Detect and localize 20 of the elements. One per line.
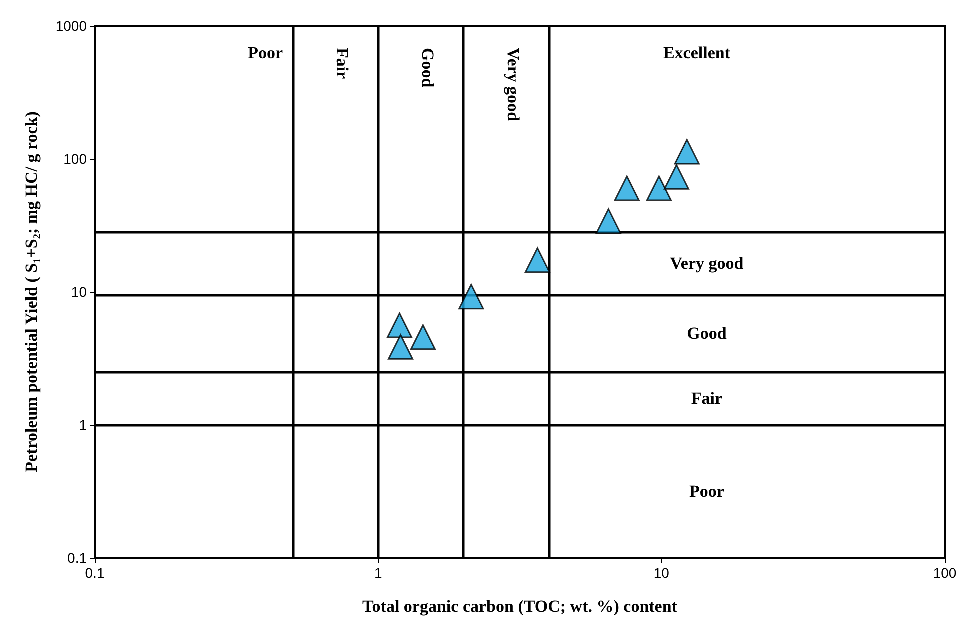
x-tick-label: 1 bbox=[374, 565, 382, 581]
x-tick-label: 100 bbox=[933, 565, 957, 581]
annotation: Fair bbox=[691, 389, 723, 408]
annotation: Very good bbox=[670, 254, 744, 274]
annotation: Poor bbox=[689, 482, 725, 501]
annotation: Fair bbox=[333, 48, 352, 80]
x-tick-label: 10 bbox=[654, 565, 670, 581]
x-tick-label: 0.1 bbox=[85, 565, 105, 581]
y-tick-label: 10 bbox=[71, 284, 88, 300]
x-axis-title: Total organic carbon (TOC; wt. %) content bbox=[362, 597, 678, 616]
y-tick-label: 0.1 bbox=[68, 550, 88, 566]
annotation: Good bbox=[418, 48, 438, 88]
annotation: Poor bbox=[248, 44, 284, 62]
y-tick-label: 100 bbox=[64, 151, 88, 167]
annotation: Very good bbox=[504, 48, 523, 122]
y-tick-label: 1 bbox=[79, 417, 88, 433]
annotation: Good bbox=[687, 324, 728, 344]
y-axis-title: Petroleum potential Yield ( S₁+S₂; mg HC/ g rock) bbox=[22, 112, 41, 472]
annotation: Excellent bbox=[663, 44, 731, 62]
y-tick-label: 1000 bbox=[56, 18, 88, 34]
